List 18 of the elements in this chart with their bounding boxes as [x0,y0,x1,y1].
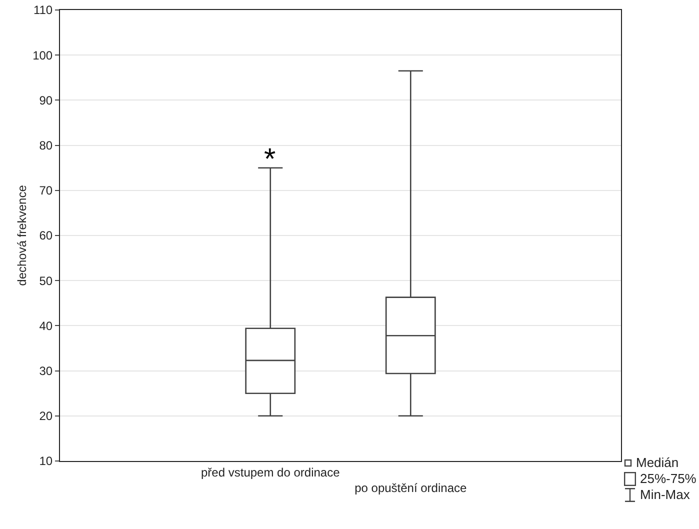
y-tick-label: 20 [39,409,53,424]
y-tick-label: 60 [39,228,53,243]
y-tick-label: 70 [39,184,53,198]
x-tick-label: před vstupem do ordinace [201,465,340,480]
y-tick-label: 90 [39,93,53,108]
text: Min-Max [640,487,690,503]
y-tick-label: 110 [33,3,53,18]
text: Medián [636,455,679,471]
y-tick-label: 30 [39,364,53,378]
y-tick-label: 10 [39,454,53,468]
y-tick-label: 80 [39,138,53,152]
x-tick-label: po opuštění ordinace [354,481,467,495]
y-axis-title: dechová frekvence [15,184,29,286]
y-tick-label: 100 [32,48,53,62]
text: 25%-75% [640,471,696,487]
annotation: * [264,143,276,176]
y-tick-label: 50 [39,274,53,288]
y-tick-label: 40 [39,318,53,333]
